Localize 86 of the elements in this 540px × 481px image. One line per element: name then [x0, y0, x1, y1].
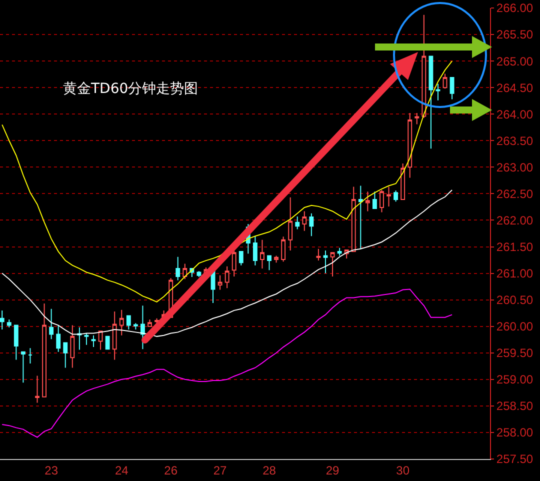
y-tick-label: 265.50	[496, 28, 534, 42]
y-tick-label: 259.00	[496, 372, 534, 387]
x-tick-label: 23	[44, 463, 58, 478]
candlestick	[63, 342, 68, 368]
candlestick	[450, 77, 454, 100]
candlestick	[218, 274, 222, 290]
y-tick-label: 259.50	[496, 346, 534, 360]
candlestick	[337, 247, 342, 256]
y-tick-label: 261.00	[496, 266, 534, 280]
candlestick	[274, 255, 279, 264]
y-tick-label: 264.00	[496, 107, 534, 122]
candlestick	[400, 162, 406, 200]
candlestick	[49, 308, 54, 340]
candlestick	[182, 263, 188, 280]
candlestick	[98, 330, 103, 350]
candlestick	[358, 185, 363, 250]
y-tick-label: 265.00	[496, 54, 534, 68]
y-tick-label: 263.00	[496, 160, 534, 174]
candlestick	[295, 216, 300, 230]
candlestick	[196, 270, 202, 278]
candlestick	[112, 311, 117, 360]
x-tick-label: 24	[114, 463, 129, 478]
x-tick-label: 27	[213, 463, 228, 478]
candlestick	[394, 190, 398, 202]
candlestick	[148, 318, 152, 327]
candlestick	[302, 210, 307, 232]
candlestick	[238, 251, 244, 266]
y-tick-label: 258.00	[496, 426, 534, 440]
line-series	[2, 189, 453, 337]
y-tick-label: 257.50	[496, 452, 534, 466]
candlestick	[309, 212, 314, 237]
candlestick	[323, 250, 328, 274]
y-tick-label: 260.50	[496, 293, 534, 308]
candlestick	[365, 191, 370, 212]
candlestick	[176, 256, 180, 281]
candlestick	[77, 326, 82, 350]
line-series	[2, 60, 453, 302]
candlestick	[330, 252, 335, 277]
candlestick	[20, 351, 26, 384]
candlestick	[0, 310, 4, 330]
y-tick-label: 264.50	[496, 80, 534, 95]
candlestick	[436, 83, 440, 101]
candlestick	[386, 186, 391, 207]
candlestick	[224, 266, 230, 289]
candlestick	[140, 305, 145, 350]
text: 黄金TD60分钟走势图	[63, 81, 198, 97]
x-tick-label: 30	[396, 463, 410, 478]
x-tick-label: 29	[326, 463, 340, 478]
y-tick-label: 260.00	[496, 320, 534, 334]
candlestick	[35, 375, 40, 404]
x-tick-label: 26	[164, 463, 178, 478]
candlestick	[288, 196, 293, 251]
candlestick	[380, 189, 384, 213]
candlestick	[70, 324, 75, 368]
candlestick	[372, 191, 377, 210]
candlestick	[408, 112, 412, 178]
candlestick	[414, 112, 420, 125]
candlestick	[281, 236, 286, 262]
candlestick	[14, 324, 18, 360]
x-tick-label: 28	[262, 463, 276, 478]
candlestick	[28, 348, 32, 364]
y-tick-label: 261.50	[496, 240, 534, 254]
candlestick	[126, 315, 131, 330]
candlestick	[56, 324, 61, 352]
y-tick-label: 262.50	[496, 186, 534, 201]
candlestick	[442, 73, 448, 90]
candlestick	[260, 239, 264, 270]
candlestick	[422, 14, 426, 118]
candlestick	[91, 334, 96, 348]
candlestick	[316, 248, 321, 262]
candlestick	[84, 332, 89, 346]
candlestick	[6, 318, 12, 328]
candlestick	[428, 56, 434, 150]
candlestick	[267, 255, 272, 271]
candlestick	[351, 186, 356, 252]
y-tick-label: 258.50	[496, 399, 534, 414]
candlestick	[133, 322, 138, 330]
candlestick	[252, 236, 258, 266]
line-series	[2, 288, 453, 438]
candlestick	[232, 249, 236, 277]
candlestick	[119, 309, 124, 336]
y-tick-label: 263.50	[496, 134, 534, 148]
y-tick-label: 266.00	[496, 1, 534, 16]
candlestick	[42, 303, 47, 398]
y-tick-label: 262.00	[496, 213, 534, 228]
candlestick	[105, 336, 110, 350]
